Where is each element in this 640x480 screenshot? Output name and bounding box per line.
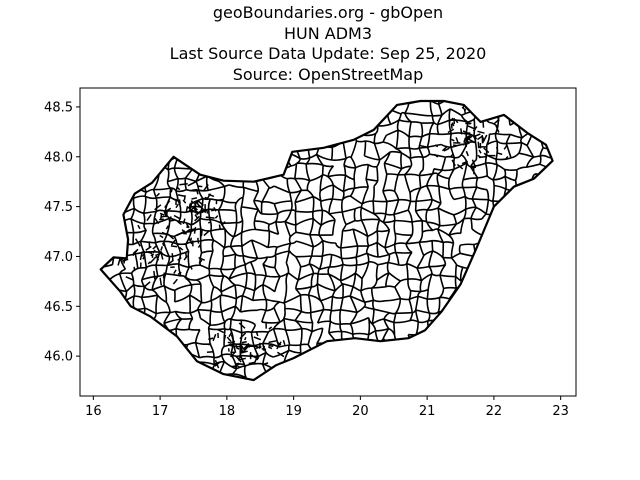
- title-line-2: HUN ADM3: [283, 23, 373, 43]
- y-tick-label: 46.0: [44, 350, 73, 365]
- country-outline: [99, 99, 554, 382]
- title-line-3: Last Source Data Update: Sep 25, 2020: [169, 44, 487, 63]
- title-line-4: Source: OpenStreetMap: [232, 64, 424, 84]
- district-boundaries: [100, 101, 553, 381]
- y-axis: 46.0 46.5 47.0 47.5 48.0 48.5: [44, 100, 80, 365]
- y-tick-label: 46.5: [44, 300, 73, 315]
- x-tick-label: 19: [285, 404, 302, 419]
- x-tick-label: 16: [85, 404, 102, 419]
- y-tick-label: 47.0: [44, 250, 73, 265]
- x-tick-label: 17: [152, 404, 169, 419]
- y-tick-label: 48.0: [44, 150, 73, 165]
- x-tick-label: 18: [219, 404, 236, 419]
- figure-title: geoBoundaries.org - gbOpen HUN ADM3 Last…: [0, 3, 640, 85]
- title-line-1: geoBoundaries.org - gbOpen: [212, 3, 444, 22]
- district-boundary-lines: [100, 101, 553, 381]
- x-tick-label: 21: [419, 404, 436, 419]
- x-tick-label: 22: [486, 404, 503, 419]
- y-tick-label: 48.5: [44, 100, 73, 115]
- admin-boundaries-map: [99, 99, 554, 382]
- axes-frame: [79, 87, 577, 397]
- x-tick-label: 20: [352, 404, 369, 419]
- x-tick-label: 23: [552, 404, 569, 419]
- x-axis: 16 17 18 19 20 21 22 23: [85, 396, 569, 419]
- y-tick-label: 47.5: [44, 200, 73, 215]
